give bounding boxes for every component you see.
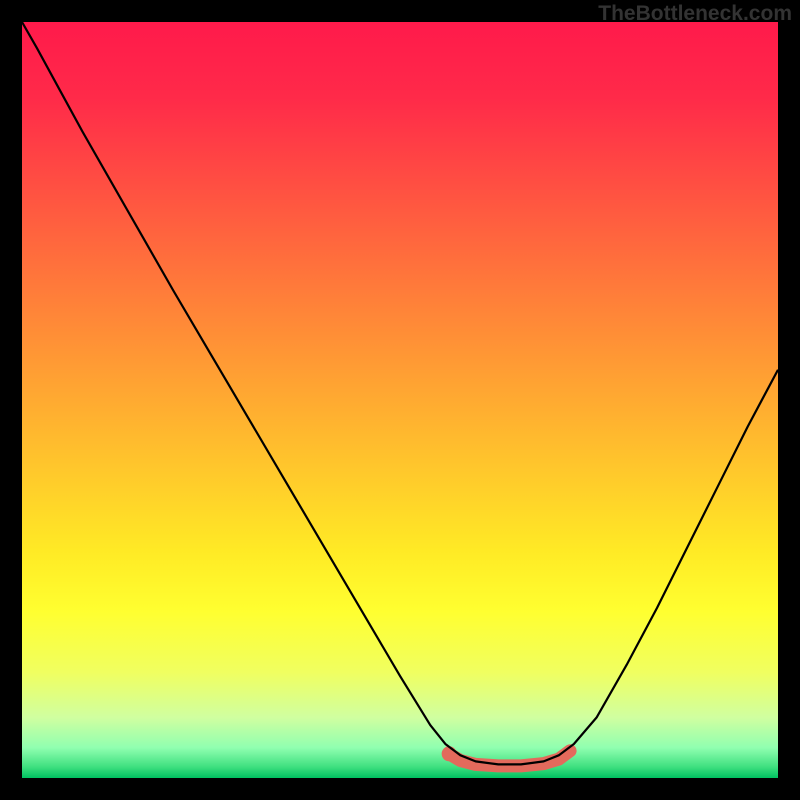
chart-background xyxy=(22,22,778,778)
watermark-text: TheBottleneck.com xyxy=(598,2,792,26)
chart-svg xyxy=(0,0,800,800)
highlight-start-dot xyxy=(442,746,457,761)
bottleneck-chart: TheBottleneck.com xyxy=(0,0,800,800)
